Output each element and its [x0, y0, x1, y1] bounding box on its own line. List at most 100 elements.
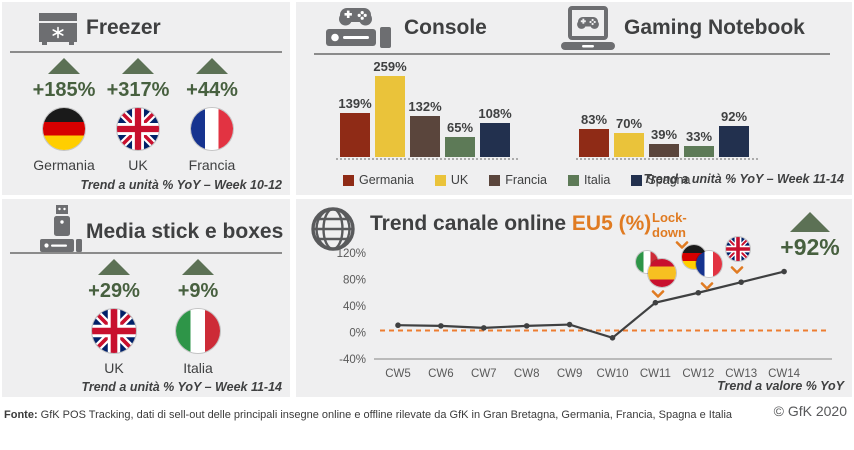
bar-value-label: 33%: [685, 129, 713, 144]
media-stick-title: Media stick e boxes: [86, 220, 284, 243]
bar: [579, 129, 609, 157]
copyright: © GfK 2020: [773, 403, 847, 419]
kpi-italia: +9% Italia: [156, 259, 240, 376]
source-label: Fonte:: [4, 409, 38, 421]
svg-text:40%: 40%: [343, 301, 366, 313]
svg-text:CW5: CW5: [385, 368, 411, 380]
svg-text:0%: 0%: [349, 328, 366, 340]
legend-label: Francia: [505, 173, 547, 187]
kpi-country-label: Francia: [188, 157, 236, 173]
media-stick-icon: [40, 205, 82, 253]
trend-highlight-value: +92%: [780, 234, 840, 260]
kpi-francia: +44% Francia: [175, 58, 249, 173]
uk-flag-icon: [726, 237, 750, 261]
svg-text:-40%: -40%: [339, 354, 366, 366]
freezer-divider: [10, 51, 282, 53]
svg-text:CW12: CW12: [682, 368, 714, 380]
media-stick-panel: Media stick e boxes +29% UK +9% Italia Tren…: [2, 199, 290, 397]
bar-value-label: 83%: [580, 112, 608, 127]
bar-italia: 33%: [684, 129, 714, 157]
topright-divider: [314, 53, 830, 55]
trend-title-main: Trend canale online: [370, 212, 572, 235]
bar-value-label: 65%: [446, 120, 474, 135]
kpi-country-label: UK: [128, 157, 148, 173]
gaming-notebook-title: Gaming Notebook: [624, 16, 805, 39]
notebook-baseline: [576, 158, 758, 160]
console-baseline: [336, 158, 518, 160]
svg-text:80%: 80%: [343, 275, 366, 287]
trend-series-line: [397, 270, 785, 340]
console-icon: [326, 6, 392, 52]
up-arrow-icon: [196, 58, 228, 74]
bar-value-label: 70%: [615, 116, 643, 131]
kpi-country-label: UK: [104, 360, 124, 376]
bar-spagna: 108%: [478, 106, 512, 157]
trend-footnote: Trend a valore % YoY: [717, 379, 844, 393]
legend-swatch: [567, 174, 579, 186]
bar-value-label: 108%: [478, 106, 512, 121]
uk-flag-icon: [117, 108, 159, 150]
kpi-value: +185%: [32, 79, 96, 101]
bar: [410, 116, 440, 157]
de-flag-icon: [43, 108, 85, 150]
kpi-uk: +29% UK: [72, 259, 156, 376]
up-arrow-icon: [790, 212, 830, 232]
notebook-bar-chart: 83% 70% 39% 33% 92%: [579, 109, 749, 157]
svg-text:CW10: CW10: [597, 368, 629, 380]
svg-text:CW11: CW11: [640, 368, 671, 380]
trend-line-chart: 120% 80% 40% 0% -40% CW5 CW6 CW7 CW8 CW9 CW10 CW11 C…: [296, 199, 852, 402]
media-kpi-row: +29% UK +9% Italia: [72, 259, 240, 376]
bar-spagna: 92%: [719, 109, 749, 157]
fr-flag-icon: [191, 108, 233, 150]
media-footnote: Trend a unità % YoY – Week 11-14: [81, 380, 282, 394]
bar: [445, 137, 475, 157]
media-divider: [10, 252, 282, 254]
chevron-down-icon: [651, 285, 665, 303]
es-flag-icon: [648, 259, 676, 287]
svg-text:CW8: CW8: [514, 368, 540, 380]
up-arrow-icon: [182, 259, 214, 275]
kpi-value: +317%: [106, 79, 170, 101]
fr-flag-icon: [696, 251, 722, 277]
legend-item-italia: Italia: [567, 173, 611, 187]
legend-item-germania: Germania: [343, 173, 414, 187]
trend-chart-svg: 120%80%40%0%-40%CW5 CW6 CW7 CW8 CW9 CW10 CW11 C…: [337, 248, 832, 380]
bar-francia: 39%: [649, 127, 679, 157]
bar-value-label: 132%: [408, 99, 442, 114]
trend-highlight: +92%: [779, 212, 841, 261]
legend-label: Germania: [359, 173, 414, 187]
legend-label: Spagna: [647, 173, 691, 187]
bar: [719, 126, 749, 157]
legend-label: Italia: [583, 173, 611, 187]
chevron-down-icon: [730, 261, 744, 279]
trend-series-markers: [395, 268, 787, 341]
legend-swatch: [343, 174, 354, 186]
bar: [340, 113, 370, 157]
kpi-country-label: Italia: [183, 360, 213, 376]
y-axis-ticks: 120% 80% 40% 0% -40%: [337, 248, 366, 366]
kpi-value: +44%: [186, 79, 238, 101]
legend-item-spagna: Spagna: [631, 173, 690, 187]
lockdown-annotation: Lock-down: [652, 210, 712, 249]
console-title: Console: [404, 16, 487, 39]
kpi-country-label: Germania: [33, 157, 95, 173]
bar-uk: 70%: [614, 116, 644, 157]
legend-label: UK: [450, 173, 469, 187]
it-flag-icon: [176, 309, 220, 353]
country-legend: Germania UK Francia Italia Spagna: [343, 173, 690, 187]
globe-icon: [310, 206, 356, 252]
bar: [375, 76, 405, 157]
kpi-value: +9%: [177, 280, 219, 302]
kpi-uk: +317% UK: [101, 58, 175, 173]
kpi-value: +29%: [88, 280, 140, 302]
gaming-notebook-icon: [561, 6, 615, 52]
freezer-panel: Freezer +185% Germania +317% UK +44% Francia …: [2, 2, 290, 195]
uk-flag-icon: [92, 309, 136, 353]
bar-value-label: 259%: [373, 59, 407, 74]
console-notebook-panel: Console Gaming Notebook 139% 259% 132% 65% 1…: [296, 2, 852, 195]
svg-text:CW7: CW7: [471, 368, 497, 380]
chevron-down-icon: [700, 277, 714, 295]
bar-value-label: 39%: [650, 127, 678, 142]
svg-text:CW14: CW14: [768, 368, 801, 380]
chevron-down-icon: [675, 241, 689, 249]
